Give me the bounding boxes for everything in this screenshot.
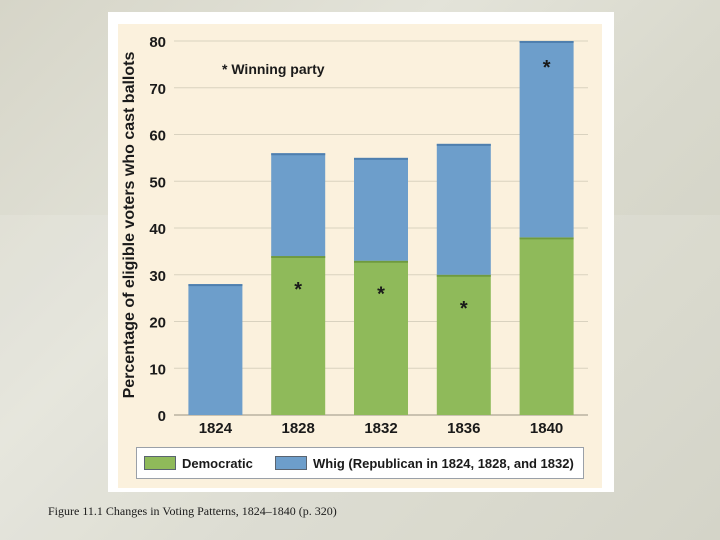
y-tick-label: 70 xyxy=(149,81,166,98)
y-tick-label: 50 xyxy=(149,174,166,191)
bar-democratic xyxy=(436,274,491,415)
bar-democratic xyxy=(354,260,408,415)
x-tick-label: 1832 xyxy=(364,420,397,437)
bar-whig xyxy=(519,41,574,238)
winner-markers: * * * * xyxy=(294,57,550,320)
y-tick-label: 40 xyxy=(149,221,166,238)
legend: Democratic Whig (Republican in 1824, 182… xyxy=(136,447,584,479)
bar-whig xyxy=(436,143,491,275)
y-tick-label: 10 xyxy=(149,361,166,378)
y-tick-labels: 0 10 20 30 40 50 60 70 80 xyxy=(149,34,166,425)
y-tick-label: 0 xyxy=(158,408,166,425)
bar-whig xyxy=(354,157,408,261)
y-tick-label: 80 xyxy=(149,34,166,51)
legend-label-whig: Whig (Republican in 1824, 1828, and 1832… xyxy=(313,455,574,471)
legend-swatch-whig xyxy=(275,456,307,470)
legend-swatch-democratic xyxy=(144,456,176,470)
figure-caption: Figure 11.1 Changes in Voting Patterns, … xyxy=(48,504,337,518)
winner-marker: * xyxy=(294,279,302,301)
legend-label-democratic: Democratic xyxy=(182,455,253,471)
winner-marker: * xyxy=(460,298,468,320)
bar-democratic xyxy=(519,237,574,415)
bar-whig xyxy=(188,284,243,415)
y-axis-label: Percentage of eligible voters who cast b… xyxy=(121,51,138,399)
legend-item-democratic: Democratic xyxy=(144,448,253,478)
winning-party-note: * Winning party xyxy=(222,61,325,77)
x-tick-label: 1828 xyxy=(282,420,315,437)
winner-marker: * xyxy=(377,284,385,306)
winner-marker: * xyxy=(543,57,551,79)
y-tick-label: 30 xyxy=(149,268,166,285)
bars xyxy=(188,41,574,415)
y-tick-label: 20 xyxy=(149,315,166,332)
x-tick-label: 1836 xyxy=(447,420,480,437)
bar-democratic xyxy=(271,256,326,415)
x-tick-label: 1840 xyxy=(530,420,563,437)
x-tick-labels: 1824 1828 1832 1836 1840 xyxy=(199,420,564,437)
legend-item-whig: Whig (Republican in 1824, 1828, and 1832… xyxy=(275,448,574,478)
bar-whig xyxy=(271,153,326,257)
y-tick-label: 60 xyxy=(149,128,166,145)
x-tick-label: 1824 xyxy=(199,420,233,437)
